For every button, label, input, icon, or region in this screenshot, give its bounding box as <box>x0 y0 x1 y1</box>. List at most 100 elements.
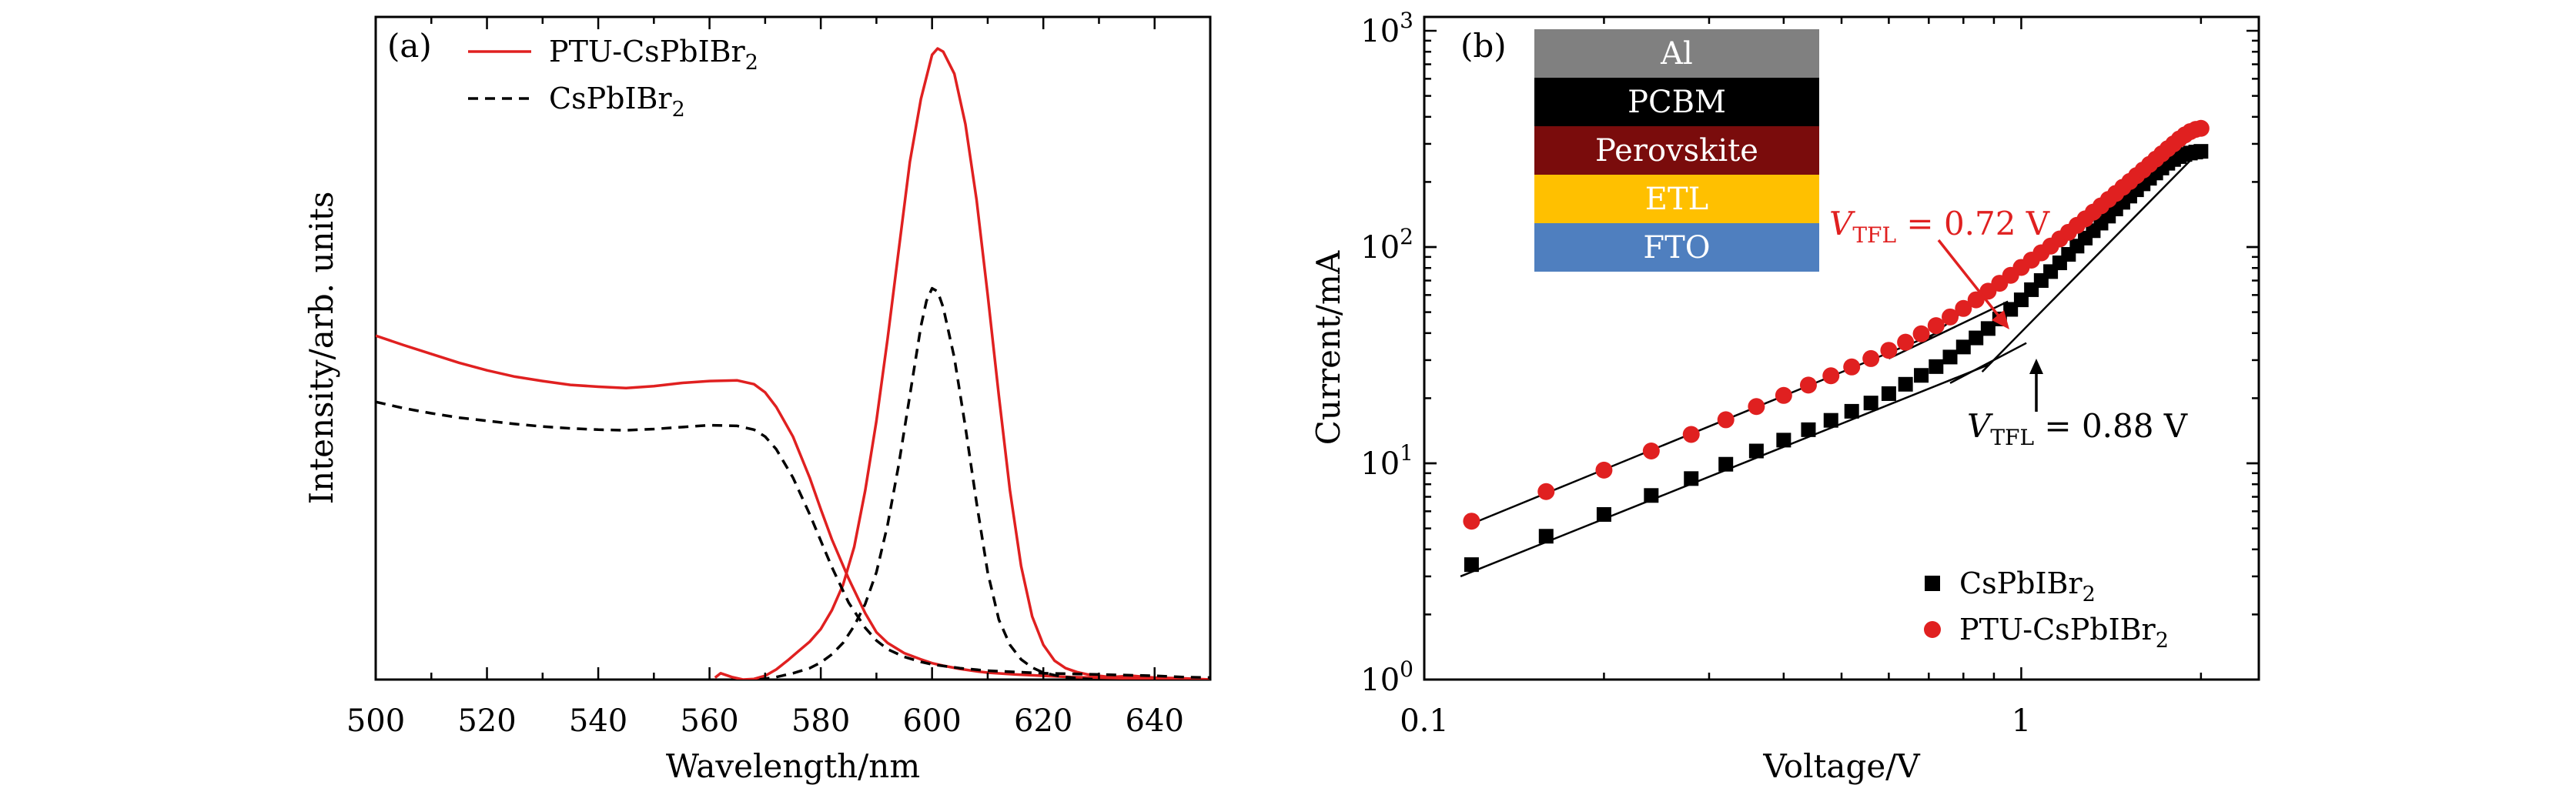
y-tick-label: 101 <box>1360 440 1413 482</box>
annotation-vtfl-ptu-text: VTFL = 0.72 V <box>1829 205 2050 248</box>
panel-a-frame <box>374 15 1212 681</box>
annotation-vtfl-ptu-arrowhead <box>1992 310 2009 329</box>
data-point-cspbibr2 <box>1955 339 1971 355</box>
annotation-vtfl-cs-text: VTFL = 0.88 V <box>1967 407 2188 450</box>
data-point-cspbibr2 <box>1942 349 1958 365</box>
data-point-cspbibr2 <box>1776 433 1791 448</box>
y-tick-label: 100 <box>1360 656 1413 698</box>
legend-label-cspbibr2: CsPbIBr2 <box>549 82 685 122</box>
data-point-cspbibr2 <box>1464 557 1479 573</box>
panel-a-y-axis-label: Intensity/arb. units <box>303 192 340 505</box>
data-point-ptu <box>1463 513 1480 530</box>
panel-b-x-axis-label: Voltage/V <box>1762 747 1920 785</box>
data-point-ptu <box>1927 317 1945 335</box>
data-point-cspbibr2 <box>1823 413 1838 428</box>
data-point-ptu <box>1897 333 1915 351</box>
data-point-cspbibr2 <box>1914 368 1929 383</box>
data-point-ptu <box>1717 411 1735 429</box>
annotation-vtfl-ptu: VTFL = 0.72 V <box>1829 205 2050 329</box>
data-point-cspbibr2 <box>1644 488 1659 503</box>
data-point-ptu <box>1822 367 1840 385</box>
annotation-vtfl-cs: VTFL = 0.88 V <box>1967 359 2188 450</box>
data-point-cspbibr2 <box>1801 422 1816 437</box>
panel-a-curves <box>376 47 1210 680</box>
device-stack-diagram: Al PCBM Perovskite ETL FTO <box>1534 29 1819 272</box>
fit-line <box>1949 342 2027 384</box>
annotation-vtfl-cs-arrowhead <box>2029 359 2043 374</box>
x-tick-label: 580 <box>791 703 850 739</box>
legend-marker-square <box>1925 576 1940 591</box>
data-point-ptu <box>1799 376 1817 394</box>
stack-layer-etl <box>1534 175 1819 223</box>
legend-label-cs: CsPbIBr2 <box>1959 566 2096 606</box>
x-tick-label: 500 <box>346 703 405 739</box>
panel-a-legend: PTU-CsPbIBr2 CsPbIBr2 <box>468 35 758 122</box>
x-tick-label: 1 <box>2012 703 2031 739</box>
legend-label-ptu: PTU-CsPbIBr2 <box>549 35 758 75</box>
data-point-cspbibr2 <box>1929 359 1944 374</box>
data-point-ptu <box>1682 426 1700 443</box>
x-tick-label: 640 <box>1126 703 1184 739</box>
data-point-ptu <box>1967 291 1985 309</box>
series-cspbibr2-absorption-line <box>376 400 1210 680</box>
y-tick-label: 103 <box>1360 8 1413 49</box>
panel-b-legend: CsPbIBr2 PTU-CsPbIBr2 <box>1924 566 2169 653</box>
data-point-cspbibr2 <box>2193 144 2209 159</box>
x-tick-label: 600 <box>902 703 961 739</box>
data-point-ptu <box>1942 308 1959 326</box>
data-point-ptu <box>1880 342 1898 359</box>
data-point-cspbibr2 <box>1969 330 1984 346</box>
data-point-cspbibr2 <box>1596 506 1611 522</box>
data-point-cspbibr2 <box>1718 456 1734 472</box>
x-tick-label: 0.1 <box>1400 703 1449 739</box>
annotation-vtfl-ptu-arrow <box>1937 239 2005 323</box>
data-point-ptu <box>1862 349 1880 367</box>
panel-b-data-points <box>1463 119 2210 573</box>
panel-b-label: (b) <box>1460 27 1507 65</box>
stack-layer-al <box>1534 29 1819 78</box>
data-point-cspbibr2 <box>1748 443 1764 459</box>
panel-a-x-ticks: 500 520 540 560 580 600 620 640 <box>346 17 1212 739</box>
series-ptu-absorption-line <box>376 334 1210 680</box>
data-point-cspbibr2 <box>1844 403 1859 419</box>
stack-layer-fto <box>1534 223 1819 272</box>
x-tick-label: 620 <box>1014 703 1072 739</box>
panel-b-ticks: 0.1 1 100 101 102 103 <box>1360 8 2259 739</box>
data-point-cspbibr2 <box>1881 386 1896 401</box>
y-tick-label: 102 <box>1360 224 1413 266</box>
x-tick-label: 560 <box>680 703 738 739</box>
panel-a-x-axis-label: Wavelength/nm <box>666 747 920 785</box>
panel-a: 500 520 540 560 580 600 620 640 (a) PTU-CsPbIBr… <box>303 15 1212 785</box>
x-tick-label: 520 <box>457 703 516 739</box>
series-cspbibr2-emission-line <box>759 286 1099 680</box>
data-point-cspbibr2 <box>1898 376 1913 392</box>
data-point-cspbibr2 <box>1538 529 1554 544</box>
data-point-ptu <box>1843 358 1861 376</box>
data-point-ptu <box>1595 461 1613 479</box>
data-point-ptu <box>1775 386 1792 404</box>
data-point-cspbibr2 <box>1684 471 1699 486</box>
stack-layer-label: Al <box>1660 36 1693 72</box>
data-point-cspbibr2 <box>1980 321 1996 336</box>
data-point-ptu <box>1912 325 1930 342</box>
data-point-ptu <box>1748 398 1765 416</box>
data-point-ptu <box>1955 299 1972 317</box>
legend-label-ptu-b: PTU-CsPbIBr2 <box>1959 613 2169 653</box>
stack-layer-label: FTO <box>1643 230 1710 266</box>
panel-b-y-axis-label: Current/mA <box>1310 250 1347 445</box>
data-point-ptu <box>1537 483 1555 500</box>
stack-layer-pcbm <box>1534 78 1819 126</box>
legend-marker-circle <box>1924 621 1941 638</box>
series-ptu-emission-line <box>714 47 1210 680</box>
data-point-cspbibr2 <box>1863 396 1878 411</box>
stack-layer-perovskite <box>1534 126 1819 175</box>
stack-layer-label: ETL <box>1645 182 1708 217</box>
stack-layer-label: PCBM <box>1628 85 1726 120</box>
data-point-ptu <box>1642 443 1660 460</box>
x-tick-label: 540 <box>569 703 627 739</box>
panel-a-label: (a) <box>387 27 432 65</box>
fit-line <box>1981 149 2202 372</box>
data-point-ptu <box>2192 119 2210 137</box>
